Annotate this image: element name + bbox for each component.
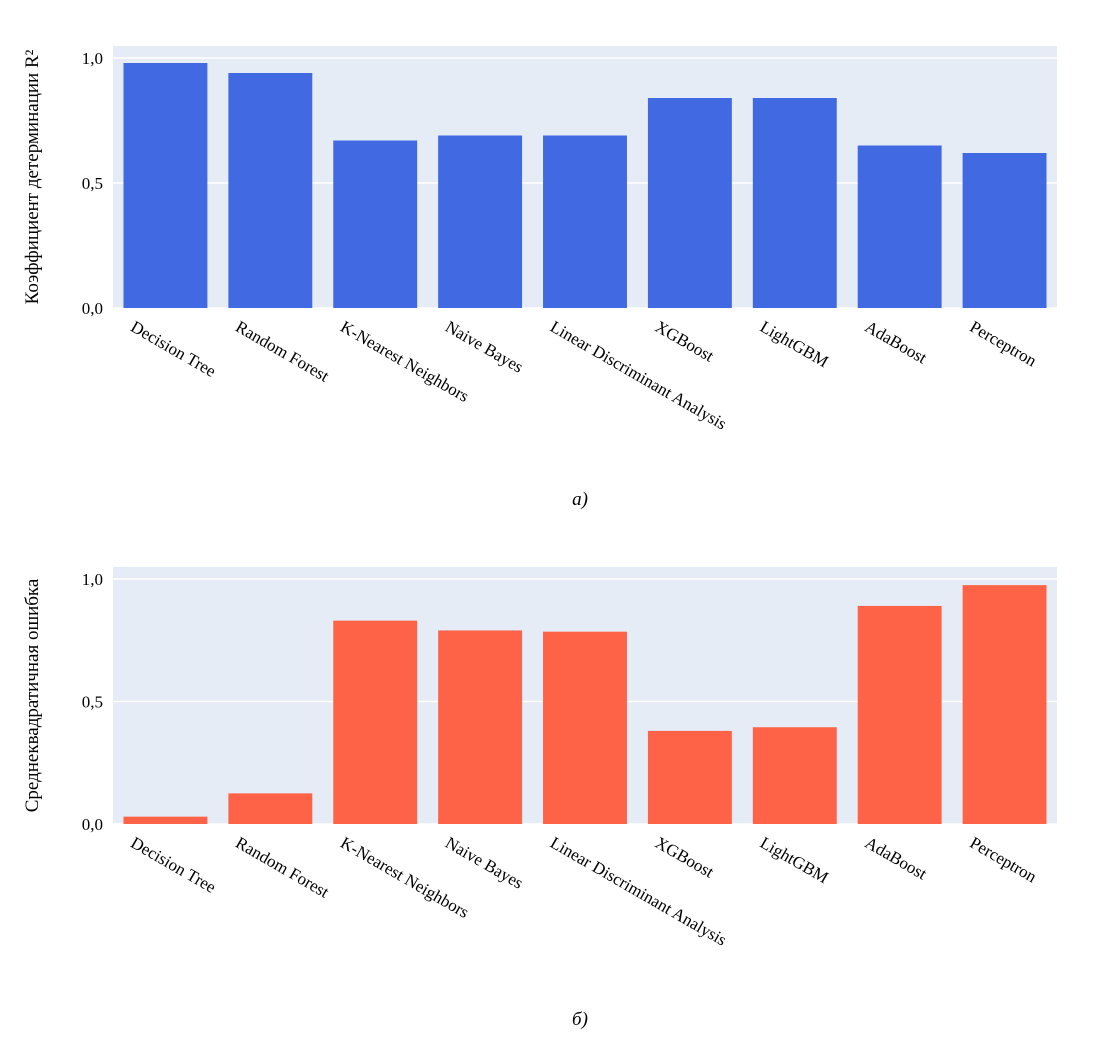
x-tick-label: Linear Discriminant Analysis [547, 833, 730, 950]
x-tick-label: Perceptron [967, 317, 1041, 371]
bar-4 [543, 135, 627, 308]
bar-5 [647, 98, 732, 308]
bar-1 [228, 793, 313, 824]
bar-0 [123, 63, 208, 308]
y-tick-label: 0,0 [82, 815, 103, 834]
bar-6 [752, 98, 837, 308]
x-tick-label: Random Forest [232, 833, 332, 902]
y-tick-label: 1,0 [82, 49, 103, 68]
bar-8 [962, 585, 1047, 824]
y-tick-label: 0,0 [82, 299, 103, 318]
x-tick-label: Perceptron [967, 833, 1041, 887]
y-axis-label: Коэффициент детерминации R² [22, 49, 43, 304]
x-tick-label: XGBoost [652, 317, 717, 366]
x-tick-label: Decision Tree [127, 317, 219, 381]
y-tick-label: 0,5 [82, 693, 103, 712]
x-tick-label: AdaBoost [862, 317, 931, 368]
x-tick-label: Naive Bayes [442, 833, 526, 893]
y-axis-label: Среднеквадратичная ошибка [22, 578, 43, 812]
x-tick-label: Random Forest [232, 317, 332, 386]
x-tick-label: XGBoost [652, 833, 717, 882]
bar-7 [857, 145, 942, 308]
figure-caption: б) [572, 1009, 588, 1030]
y-tick-label: 0,5 [82, 174, 103, 193]
bar-5 [647, 730, 732, 824]
x-tick-label: LightGBM [757, 317, 832, 371]
bar-6 [752, 727, 837, 824]
bar-0 [123, 816, 208, 824]
x-tick-label: LightGBM [757, 833, 832, 887]
bar-1 [228, 73, 313, 308]
x-tick-label: AdaBoost [862, 833, 931, 884]
x-tick-label: Decision Tree [127, 833, 219, 897]
bar-7 [857, 605, 942, 824]
figure-caption: а) [572, 489, 588, 510]
y-tick-label: 1,0 [82, 570, 103, 589]
x-tick-label: Naive Bayes [442, 317, 526, 377]
bar-3 [438, 630, 523, 824]
bar-2 [333, 620, 418, 824]
bar-4 [543, 631, 627, 824]
x-tick-label: Linear Discriminant Analysis [547, 317, 730, 434]
bar-8 [962, 153, 1047, 308]
bar-3 [438, 135, 523, 308]
bar-2 [333, 140, 418, 308]
